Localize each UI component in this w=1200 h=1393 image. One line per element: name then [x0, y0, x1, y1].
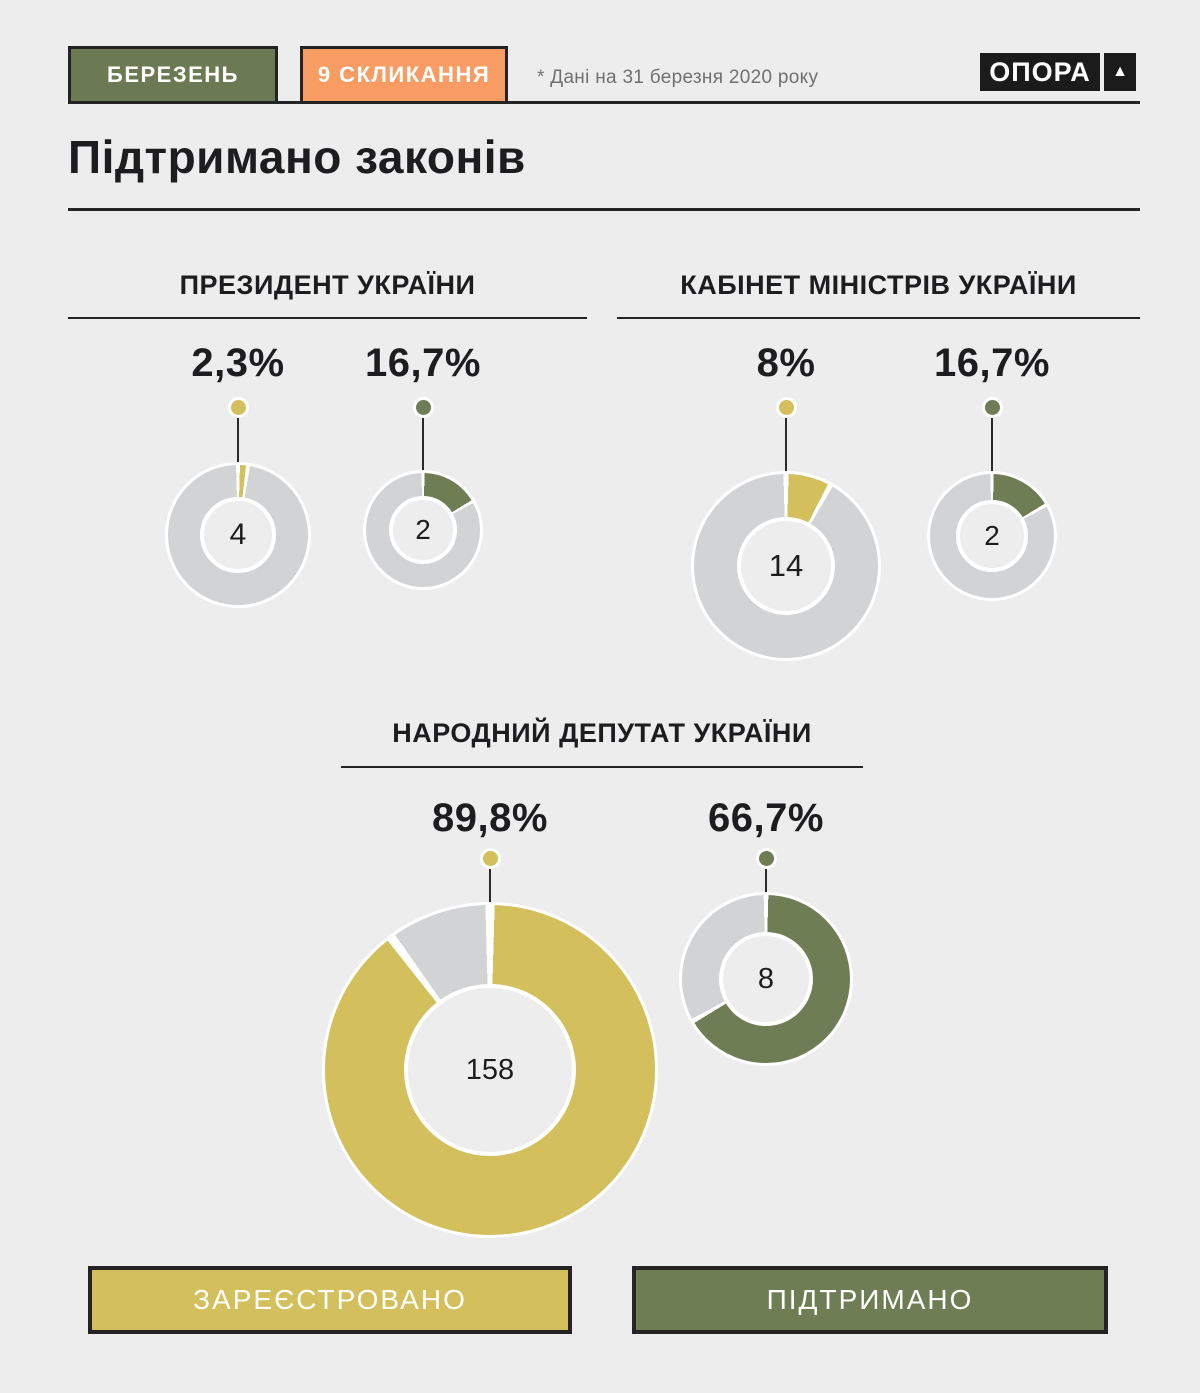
callout-line	[765, 869, 767, 892]
callout-dot-icon	[981, 397, 1003, 418]
callout-line	[237, 418, 239, 462]
donut-hole: 8	[719, 932, 813, 1026]
header-rule	[68, 101, 1140, 104]
page-title: Підтримано законів	[68, 131, 526, 183]
percent-label: 66,7%	[708, 796, 824, 840]
donut-ring: 8	[679, 892, 853, 1066]
opora-logo-triangle-icon: ▲	[1104, 53, 1136, 91]
donut-hole: 14	[737, 517, 835, 615]
donut-value: 8	[757, 962, 775, 995]
callout-dot-icon	[412, 397, 434, 418]
donut-value: 2	[984, 520, 1000, 551]
donut-hole: 4	[200, 497, 276, 573]
callout-line	[785, 418, 787, 471]
percent-label: 2,3%	[191, 341, 285, 385]
percent-label: 8%	[756, 341, 816, 385]
title-rule	[68, 208, 1140, 211]
callout-line	[422, 418, 424, 470]
donut-ring: 14	[691, 471, 881, 661]
donut-deputy-registered: 89,8% 158	[322, 795, 658, 1238]
donut-hole: 2	[956, 500, 1028, 572]
callout-dot-icon	[755, 848, 777, 869]
donut-hole: 2	[389, 496, 457, 564]
donut-ring: 4	[165, 462, 311, 608]
convocation-badge: 9 СКЛИКАННЯ	[300, 46, 508, 104]
callout-dot-icon	[227, 397, 249, 418]
donut-ring: 158	[322, 902, 658, 1238]
section-rule-president	[68, 317, 587, 319]
section-title-cabinet: КАБІНЕТ МІНІСТРІВ УКРАЇНИ	[680, 270, 1077, 300]
donut-value: 14	[768, 548, 804, 583]
opora-logo: ОПОРА	[980, 53, 1100, 91]
data-note: * Дані на 31 березня 2020 року	[537, 67, 819, 88]
donut-hole: 158	[404, 984, 576, 1156]
donut-ring: 2	[927, 471, 1057, 601]
donut-ring: 2	[363, 470, 483, 590]
donut-value: 4	[229, 518, 247, 551]
month-badge: БЕРЕЗЕНЬ	[68, 46, 278, 104]
section-title-president: ПРЕЗИДЕНТ УКРАЇНИ	[179, 270, 476, 300]
section-title-deputy: НАРОДНИЙ ДЕПУТАТ УКРАЇНИ	[392, 718, 812, 748]
callout-line	[991, 418, 993, 471]
section-rule-deputy	[341, 766, 863, 768]
donut-president-registered: 2,3% 4	[165, 340, 311, 608]
percent-label: 16,7%	[934, 341, 1050, 385]
percent-label: 89,8%	[432, 796, 548, 840]
donut-value: 158	[465, 1053, 515, 1086]
donut-deputy-supported: 66,7% 8	[679, 795, 853, 1066]
donut-president-supported: 16,7% 2	[363, 340, 483, 590]
donut-cabinet-supported: 16,7% 2	[927, 340, 1057, 601]
donut-value: 2	[415, 514, 431, 545]
callout-dot-icon	[479, 848, 501, 869]
donut-cabinet-registered: 8% 14	[691, 340, 881, 661]
legend-registered: ЗАРЕЄСТРОВАНО	[88, 1266, 572, 1334]
percent-label: 16,7%	[365, 341, 481, 385]
callout-line	[489, 869, 491, 902]
section-rule-cabinet	[617, 317, 1140, 319]
callout-dot-icon	[775, 397, 797, 418]
legend-supported: ПІДТРИМАНО	[632, 1266, 1108, 1334]
